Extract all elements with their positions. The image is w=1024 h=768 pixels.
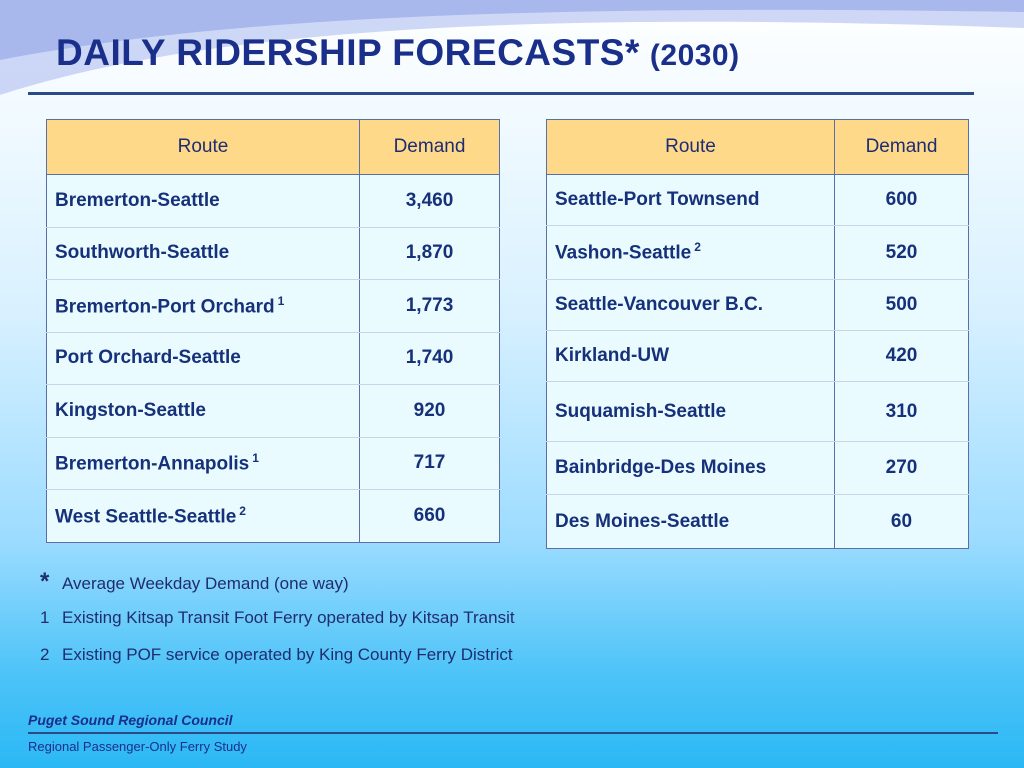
route-name: Bremerton-Seattle bbox=[55, 189, 220, 211]
route-cell: Des Moines-Seattle bbox=[546, 494, 835, 549]
footer-organization: Puget Sound Regional Council bbox=[28, 712, 233, 728]
footnote: 1 Existing Kitsap Transit Foot Ferry oper… bbox=[40, 608, 515, 628]
demand-cell: 3,460 bbox=[359, 174, 500, 228]
demand-cell: 717 bbox=[359, 436, 500, 490]
demand-cell: 1,773 bbox=[359, 279, 500, 333]
footnote-marker: 2 bbox=[40, 645, 50, 664]
route-cell: Southworth-Seattle bbox=[46, 226, 360, 280]
demand-cell: 600 bbox=[834, 174, 969, 226]
footnote-text: Existing POF service operated by King Co… bbox=[62, 645, 513, 664]
footnote: * Average Weekday Demand (one way) bbox=[40, 568, 349, 596]
right-ridership-table: Route Demand Seattle-Port Townsend 600 Vas… bbox=[546, 119, 969, 549]
footnote-text: Average Weekday Demand (one way) bbox=[62, 574, 349, 593]
footer-rule bbox=[28, 732, 998, 734]
table-row: Suquamish-Seattle 310 bbox=[546, 381, 969, 442]
route-cell: Seattle-Port Townsend bbox=[546, 174, 835, 226]
header-swoosh bbox=[0, 0, 1024, 95]
demand-cell: 60 bbox=[834, 494, 969, 549]
demand-header: Demand bbox=[359, 119, 500, 175]
demand-cell: 420 bbox=[834, 330, 969, 382]
route-cell: Bremerton-Seattle bbox=[46, 174, 360, 228]
footnote-text: Existing Kitsap Transit Foot Ferry opera… bbox=[62, 608, 515, 627]
footnote-reference: 2 bbox=[694, 240, 701, 255]
table-row: Seattle-Vancouver B.C. 500 bbox=[546, 279, 969, 331]
route-cell: Kingston-Seattle bbox=[46, 384, 360, 438]
table-row: Seattle-Port Townsend 600 bbox=[546, 174, 969, 226]
footnote-reference: 2 bbox=[239, 503, 246, 518]
title-main: DAILY RIDERSHIP FORECASTS* bbox=[56, 32, 640, 73]
route-cell: Seattle-Vancouver B.C. bbox=[546, 279, 835, 331]
table-row: Bremerton-Annapolis 1 717 bbox=[46, 436, 500, 490]
table-row: Bremerton-Seattle 3,460 bbox=[46, 174, 500, 228]
route-cell: Bremerton-Annapolis 1 bbox=[46, 436, 360, 490]
route-name: Des Moines-Seattle bbox=[555, 510, 730, 532]
route-name: Bremerton-Annapolis bbox=[55, 453, 250, 475]
left-ridership-table: Route Demand Bremerton-Seattle 3,460 South… bbox=[46, 119, 500, 543]
table-row: Des Moines-Seattle 60 bbox=[546, 494, 969, 549]
route-cell: Bremerton-Port Orchard 1 bbox=[46, 279, 360, 333]
demand-cell: 920 bbox=[359, 384, 500, 438]
demand-cell: 500 bbox=[834, 279, 969, 331]
route-cell: Vashon-Seattle 2 bbox=[546, 225, 835, 280]
table-row: West Seattle-Seattle 2 660 bbox=[46, 489, 500, 543]
demand-cell: 520 bbox=[834, 225, 969, 280]
table-row: Vashon-Seattle 2 520 bbox=[546, 225, 969, 280]
footnote-reference: 1 bbox=[252, 451, 259, 466]
route-name: West Seattle-Seattle bbox=[55, 505, 237, 527]
route-name: Port Orchard-Seattle bbox=[55, 347, 241, 369]
demand-cell: 660 bbox=[359, 489, 500, 543]
route-cell: Port Orchard-Seattle bbox=[46, 331, 360, 385]
title-year: (2030) bbox=[649, 39, 740, 72]
route-header: Route bbox=[546, 119, 835, 175]
footnote-marker: 1 bbox=[40, 608, 50, 627]
title-rule bbox=[28, 92, 974, 95]
demand-cell: 1,870 bbox=[359, 226, 500, 280]
table-row: Port Orchard-Seattle 1,740 bbox=[46, 331, 500, 385]
route-header: Route bbox=[46, 119, 360, 175]
demand-cell: 1,740 bbox=[359, 331, 500, 385]
demand-cell: 310 bbox=[834, 381, 969, 442]
table-row: Bainbridge-Des Moines 270 bbox=[546, 441, 969, 495]
route-name: Suquamish-Seattle bbox=[555, 400, 727, 422]
route-name: Southworth-Seattle bbox=[55, 242, 230, 264]
footnote-marker: * bbox=[40, 568, 50, 595]
route-cell: Bainbridge-Des Moines bbox=[546, 441, 835, 495]
route-name: Bremerton-Port Orchard bbox=[55, 295, 275, 317]
route-name: Kirkland-UW bbox=[555, 345, 669, 366]
route-name: Kingston-Seattle bbox=[55, 399, 206, 421]
page-title: DAILY RIDERSHIP FORECASTS* (2030) bbox=[56, 32, 740, 74]
table-row: Southworth-Seattle 1,870 bbox=[46, 226, 500, 280]
table-row: Kingston-Seattle 920 bbox=[46, 384, 500, 438]
route-name: Vashon-Seattle bbox=[555, 242, 692, 264]
footnote: 2 Existing POF service operated by King C… bbox=[40, 645, 513, 665]
route-name: Bainbridge-Des Moines bbox=[555, 457, 767, 478]
route-cell: Suquamish-Seattle bbox=[546, 381, 835, 442]
demand-cell: 270 bbox=[834, 441, 969, 495]
route-cell: West Seattle-Seattle 2 bbox=[46, 489, 360, 543]
route-cell: Kirkland-UW bbox=[546, 330, 835, 382]
route-name: Seattle-Port Townsend bbox=[555, 189, 760, 210]
footer-study-name: Regional Passenger-Only Ferry Study bbox=[28, 739, 247, 754]
footnote-reference: 1 bbox=[277, 293, 285, 308]
demand-header: Demand bbox=[834, 119, 969, 175]
route-name: Seattle-Vancouver B.C. bbox=[555, 294, 764, 315]
table-row: Bremerton-Port Orchard 1 1,773 bbox=[46, 279, 500, 333]
table-row: Kirkland-UW 420 bbox=[546, 330, 969, 382]
